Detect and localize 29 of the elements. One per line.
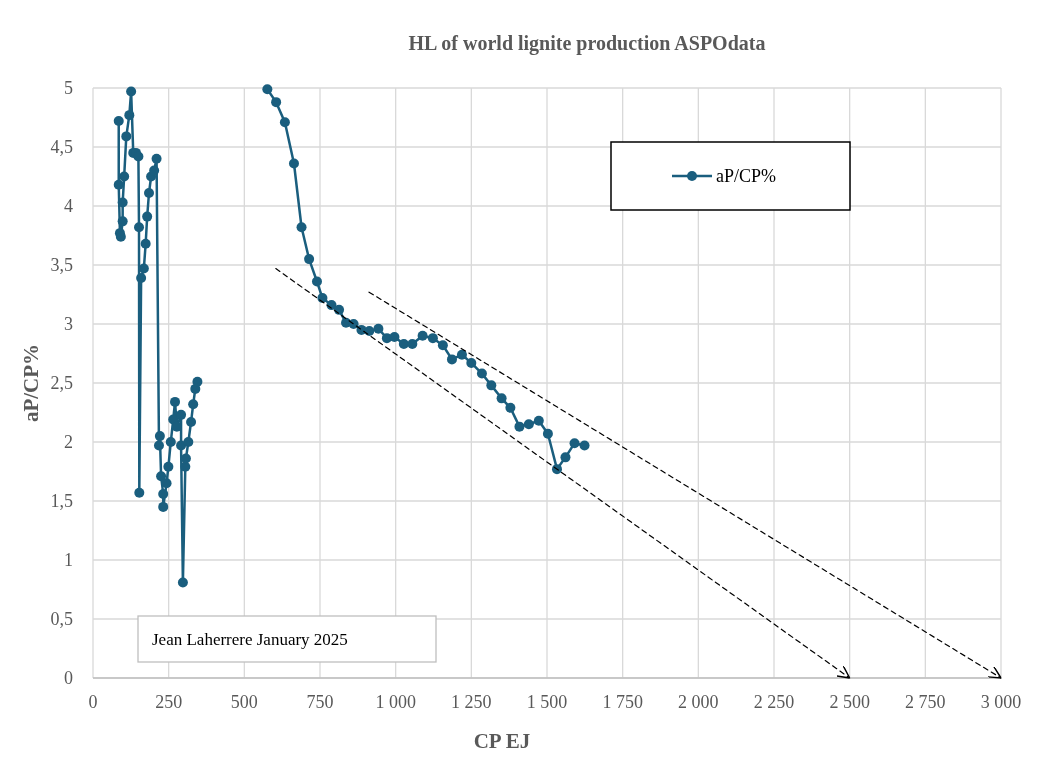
x-tick-label: 2 500	[829, 692, 870, 712]
y-tick-label: 0	[64, 668, 73, 688]
x-tick-label: 1 000	[375, 692, 416, 712]
x-tick-label: 250	[155, 692, 183, 712]
x-tick-label: 500	[230, 692, 258, 712]
x-tick-label: 2 750	[905, 692, 946, 712]
y-tick-label: 5	[64, 78, 73, 98]
y-tick-label: 0,5	[50, 609, 73, 629]
y-tick-label: 3	[64, 314, 73, 334]
x-axis-title: CP EJ	[473, 729, 531, 753]
y-axis-title: aP/CP%	[19, 343, 43, 423]
y-tick-label: 4,5	[50, 137, 73, 157]
legend-label: aP/CP%	[716, 166, 777, 186]
y-tick-label: 2,5	[50, 373, 73, 393]
y-tick-label: 2	[64, 432, 73, 452]
x-tick-label: 2 000	[678, 692, 719, 712]
x-tick-label: 2 250	[753, 692, 795, 712]
chart-title: HL of world lignite production ASPOdata	[408, 32, 766, 55]
x-tick-label: 750	[306, 692, 334, 712]
x-tick-label: 1 750	[602, 692, 643, 712]
y-tick-label: 1	[64, 550, 73, 570]
x-tick-label: 1 500	[526, 692, 568, 712]
annotation: Jean Laherrere January 2025	[152, 630, 348, 649]
x-tick-label: 3 000	[980, 692, 1022, 712]
y-tick-label: 3,5	[50, 255, 73, 275]
y-tick-label: 4	[64, 196, 73, 216]
x-tick-label: 1 250	[451, 692, 492, 712]
x-tick-label: 0	[88, 692, 98, 712]
y-tick-label: 1,5	[50, 491, 73, 511]
